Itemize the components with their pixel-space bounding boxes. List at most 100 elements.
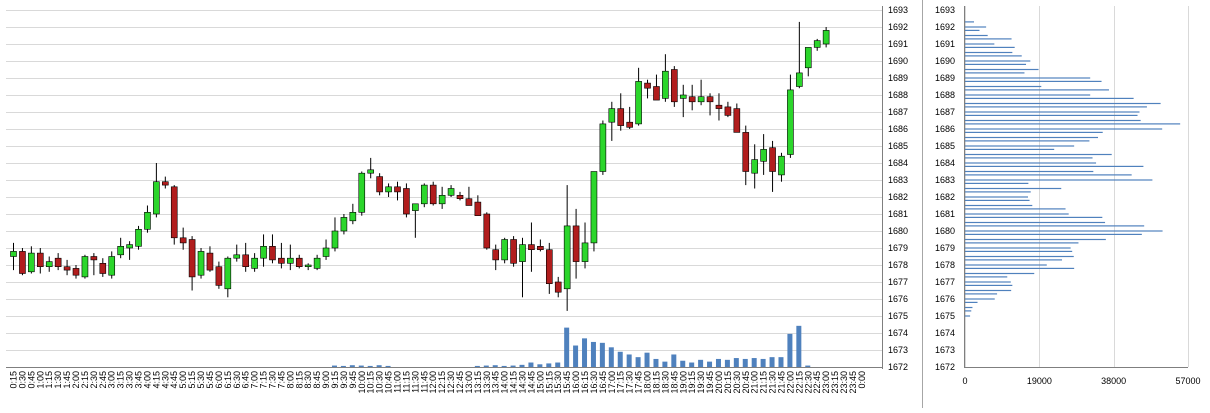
profile-y-tick-label: 1687 — [935, 107, 955, 117]
main-x-tick-label: 16:45 — [598, 371, 608, 394]
volume-bar — [555, 362, 561, 367]
candle — [501, 237, 508, 264]
main-x-tick-label: 22:00 — [785, 371, 795, 394]
volume-bar — [796, 325, 802, 367]
main-x-tick-label: 6:15 — [223, 371, 233, 389]
profile-bar — [965, 123, 1181, 125]
candle-body-up — [778, 155, 785, 176]
profile-y-tick-label: 1673 — [935, 345, 955, 355]
main-x-tick-label: 23:30 — [839, 371, 849, 394]
candle — [742, 125, 750, 186]
main-x-tick-label: 5:15 — [187, 371, 197, 389]
candle — [706, 93, 714, 116]
candle-body-down — [715, 104, 723, 109]
volume-bar — [599, 342, 605, 367]
profile-bar — [965, 196, 1028, 198]
main-x-tick-label: 1:15 — [44, 371, 54, 389]
main-x-tick-label: 23:45 — [848, 371, 858, 394]
volume-profile-chart: 1672 1673 1674 1675 1676 1677 1678 1679 1680 1681… — [935, 5, 1201, 386]
candle-body-down — [688, 96, 696, 103]
volume-bar — [546, 363, 552, 367]
candle — [162, 176, 169, 189]
main-x-tick-label: 15:30 — [553, 371, 563, 394]
profile-bar — [965, 250, 1073, 252]
candle — [644, 79, 651, 99]
candle-body-down — [54, 257, 62, 268]
profile-bar — [965, 114, 1138, 116]
profile-bar — [965, 293, 998, 295]
candle — [751, 144, 758, 189]
candle — [242, 242, 249, 272]
main-x-tick-labels: 0:150:300:451:001:151:301:452:002:152:30… — [9, 371, 867, 394]
candle-body-up — [135, 229, 142, 247]
volume-bar — [519, 364, 525, 367]
volume-bar — [492, 365, 498, 367]
candle — [394, 181, 401, 201]
candle-body-up — [367, 169, 375, 174]
main-y-tick-label: 1678 — [888, 260, 908, 270]
candle-body-up — [28, 252, 35, 273]
candle — [545, 242, 553, 294]
main-y-tick-label: 1683 — [888, 175, 908, 185]
main-x-tick-label: 9:00 — [321, 371, 331, 389]
candle-body-up — [804, 47, 812, 69]
candle-body-down — [545, 249, 553, 284]
profile-y-tick-label: 1685 — [935, 141, 955, 151]
profile-y-tick-label: 1672 — [935, 362, 955, 372]
candle-body-up — [608, 108, 616, 123]
main-y-tick-label: 1682 — [888, 192, 908, 202]
volume-bar — [653, 358, 659, 367]
main-x-tick-label: 9:45 — [348, 371, 358, 389]
profile-bar — [965, 199, 1030, 201]
main-x-tick-label: 2:15 — [80, 371, 90, 389]
main-y-tick-label: 1693 — [888, 5, 908, 15]
main-y-tick-label: 1690 — [888, 56, 908, 66]
candle-body-up — [144, 212, 151, 230]
candle-body-up — [447, 188, 455, 196]
candle — [188, 236, 196, 291]
candle — [492, 244, 500, 271]
profile-y-tick-label: 1690 — [935, 56, 955, 66]
main-x-tick-label: 14:00 — [500, 371, 510, 394]
candle-body-up — [581, 242, 589, 262]
candle — [804, 47, 812, 77]
candle — [340, 214, 348, 235]
profile-y-tick-label: 1688 — [935, 90, 955, 100]
candle-body-up — [117, 246, 124, 256]
volume-bar — [564, 327, 570, 367]
candle — [117, 237, 124, 259]
candle-body-up — [590, 171, 598, 244]
candle-body-up — [358, 172, 366, 213]
profile-bar — [965, 165, 1144, 167]
volume-bar — [680, 360, 686, 367]
candle-body-up — [322, 247, 330, 257]
candle — [447, 185, 455, 197]
main-x-tick-label: 10:30 — [375, 371, 385, 394]
candle-body-down — [510, 239, 517, 264]
candle — [715, 93, 723, 121]
candle-body-down — [537, 246, 544, 251]
candle — [376, 173, 383, 196]
main-y-tick-label: 1680 — [888, 226, 908, 236]
candle — [697, 79, 705, 106]
profile-bar — [965, 80, 1102, 82]
candle-body-up — [10, 251, 17, 257]
profile-bar — [965, 242, 1079, 244]
main-x-tick-label: 21:45 — [776, 371, 786, 394]
profile-bar — [965, 247, 1071, 249]
main-x-tick-label: 17:45 — [634, 371, 644, 394]
main-y-tick-label: 1686 — [888, 124, 908, 134]
volume-bar — [805, 365, 811, 367]
profile-bar — [965, 89, 1109, 91]
profile-bar — [965, 204, 1033, 207]
candle-body-down — [769, 147, 776, 172]
main-x-tick-label: 5:45 — [205, 371, 215, 389]
profile-y-tick-label: 1677 — [935, 277, 955, 287]
main-x-tick-label: 2:45 — [98, 371, 108, 389]
candle-body-up — [635, 81, 642, 125]
profile-bar — [965, 77, 1091, 79]
candle — [135, 225, 142, 250]
profile-bar — [965, 153, 1112, 156]
candle — [215, 261, 223, 289]
candle — [599, 120, 607, 175]
